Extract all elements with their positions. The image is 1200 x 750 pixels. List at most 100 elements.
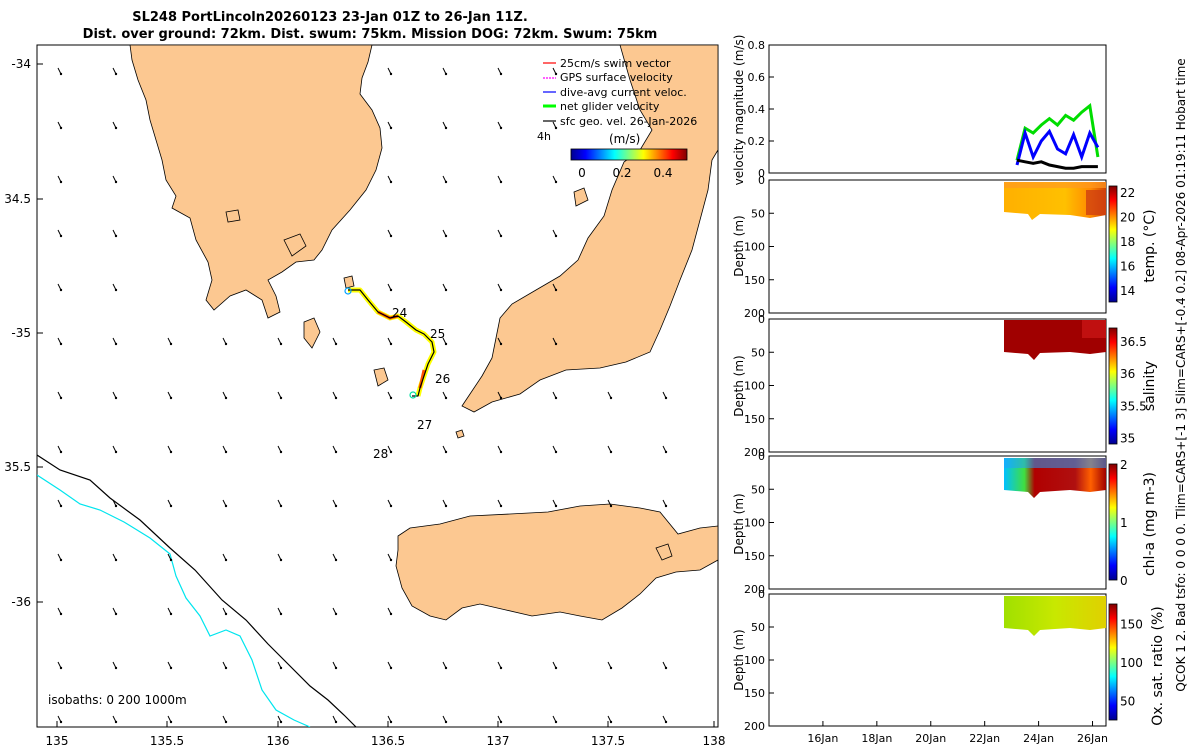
colorbar-tick-0: 0 — [578, 166, 586, 180]
velocity-arrow-head — [169, 612, 173, 616]
depth-tick-label: 150 — [744, 413, 765, 426]
chla-colorbar-label: chl-a (mg m-3) — [1142, 472, 1158, 576]
velocity-arrow-head — [114, 612, 118, 616]
velocity-arrow-head — [59, 450, 63, 454]
velocity-arrow-head — [609, 720, 613, 724]
glider-track — [348, 289, 435, 397]
depth-tick-label: 100 — [744, 241, 765, 254]
land-eyre-peninsula — [129, 45, 383, 319]
velocity-arrow-head — [114, 126, 118, 130]
date-axis-ticks: 16Jan 18Jan 20Jan 22Jan 24Jan 26Jan — [807, 721, 1108, 745]
lat-tick-label: -36 — [11, 595, 31, 609]
velocity-arrow-head — [444, 504, 448, 508]
velocity-arrow-head — [664, 720, 668, 724]
velocity-arrow-head — [279, 396, 283, 400]
velocity-arrow-head — [59, 288, 63, 292]
chla-surface-layer — [1004, 458, 1106, 468]
date-tick-label: 20Jan — [915, 732, 946, 745]
lon-tick-label: 135 — [46, 734, 69, 748]
temperature-panel: Depth (m) temp. (°C) — [732, 179, 1158, 314]
colorbar-tick-label: 100 — [1120, 656, 1143, 670]
velocity-arrow-head — [554, 396, 558, 400]
small-islands — [225, 187, 673, 561]
depth-tick-label: 50 — [751, 346, 765, 359]
colorbar-tick-0.4: 0.4 — [653, 166, 672, 180]
velocity-arrow-head — [224, 342, 228, 346]
velocity-arrow-head — [169, 504, 173, 508]
velocity-arrow-head — [499, 180, 503, 184]
temperature-colorbar-label: temp. (°C) — [1142, 209, 1158, 282]
colorbar-tick-label: 35.5 — [1120, 399, 1147, 413]
velocity-arrow-head — [499, 666, 503, 670]
velocity-arrow-head — [169, 342, 173, 346]
land-yorke-peninsula — [461, 45, 718, 413]
temperature-section — [1004, 182, 1106, 220]
depth-tick-label: 150 — [744, 274, 765, 287]
velocity-arrow-head — [389, 666, 393, 670]
colorbar-tick-label: 22 — [1120, 186, 1135, 200]
velocity-arrow-head — [59, 504, 63, 508]
day-label-28: 28 — [373, 447, 388, 461]
depth-ticks: 0501001502000501001502000501001502000501… — [744, 174, 774, 733]
velocity-arrow-head — [499, 126, 503, 130]
velocity-arrow-head — [444, 720, 448, 724]
velocity-arrow-head — [279, 666, 283, 670]
velocity-arrow-head — [609, 396, 613, 400]
legend-item-swim-vector: 25cm/s swim vector — [543, 57, 671, 70]
velocity-series-line — [1015, 127, 1100, 166]
colorbar-tick-label: 50 — [1120, 695, 1135, 709]
velocity-arrow-head — [114, 72, 118, 76]
legend-item-gps-velocity: GPS surface velocity — [543, 71, 673, 84]
track-start-marker — [344, 287, 352, 295]
lat-tick-label: -34 — [11, 57, 31, 71]
depth-tick-label: 0 — [758, 588, 765, 601]
figure-title-line2: Dist. over ground: 72km. Dist. swum: 75k… — [83, 27, 658, 42]
velocity-arrow-head — [59, 72, 63, 76]
map-lon-ticks: 135 135.5 136 136.5 137 137.5 138 — [46, 721, 726, 748]
date-tick-label: 16Jan — [807, 732, 838, 745]
depth-tick-label: 100 — [744, 654, 765, 667]
day-label-25: 25 — [430, 327, 445, 341]
colorbar-tick-label: 36.5 — [1120, 335, 1147, 349]
land-kangaroo-island — [395, 503, 718, 621]
velocity-arrow-head — [554, 450, 558, 454]
colorbar-tick-label: 150 — [1120, 617, 1143, 631]
velocity-arrow-head — [169, 450, 173, 454]
lon-tick-label: 137 — [487, 734, 510, 748]
velocity-arrow-head — [279, 450, 283, 454]
depth-tick-label: 0 — [758, 450, 765, 463]
velocity-arrow-head — [114, 288, 118, 292]
speed-colorbar — [570, 148, 688, 161]
temperature-ylabel: Depth (m) — [732, 215, 746, 276]
velocity-arrow-head — [444, 288, 448, 292]
velocity-y-ticks: 0 0.2 0.4 0.6 0.8 — [748, 39, 774, 180]
velocity-arrow-head — [279, 612, 283, 616]
velocity-arrow-head — [389, 396, 393, 400]
chla-colorbar — [1108, 463, 1118, 581]
velocity-arrow-head — [554, 342, 558, 346]
svg-text:sfc geo. vel. 26-Jan-2026: sfc geo. vel. 26-Jan-2026 — [560, 115, 697, 128]
velocity-arrow-head — [554, 504, 558, 508]
velocity-arrow-head — [444, 666, 448, 670]
velocity-arrow-head — [224, 450, 228, 454]
velocity-arrow-head — [59, 720, 63, 724]
side-status-text: QCOK 1 2. Bad tsfo: 0 0 0 0. Tlim=CARS+[… — [1174, 58, 1188, 691]
velocity-arrow-head — [114, 666, 118, 670]
velocity-arrow-head — [499, 342, 503, 346]
velocity-arrow-head — [224, 720, 228, 724]
lon-tick-label: 138 — [703, 734, 726, 748]
salinity-colorbar — [1108, 327, 1118, 445]
velocity-arrow-head — [389, 234, 393, 238]
velocity-arrow-head — [664, 396, 668, 400]
velocity-arrow-head — [554, 720, 558, 724]
velocity-arrow-head — [554, 180, 558, 184]
lon-tick-label: 136.5 — [371, 734, 405, 748]
chla-ylabel: Depth (m) — [732, 493, 746, 554]
velocity-arrow-head — [59, 666, 63, 670]
day-label-27: 27 — [417, 418, 432, 432]
figure-title-line1: SL248 PortLincoln20260123 23-Jan 01Z to … — [132, 10, 528, 25]
velocity-arrow-head — [334, 720, 338, 724]
velocity-arrow-head — [444, 126, 448, 130]
depth-tick-label: 50 — [751, 621, 765, 634]
velocity-arrow-head — [554, 72, 558, 76]
